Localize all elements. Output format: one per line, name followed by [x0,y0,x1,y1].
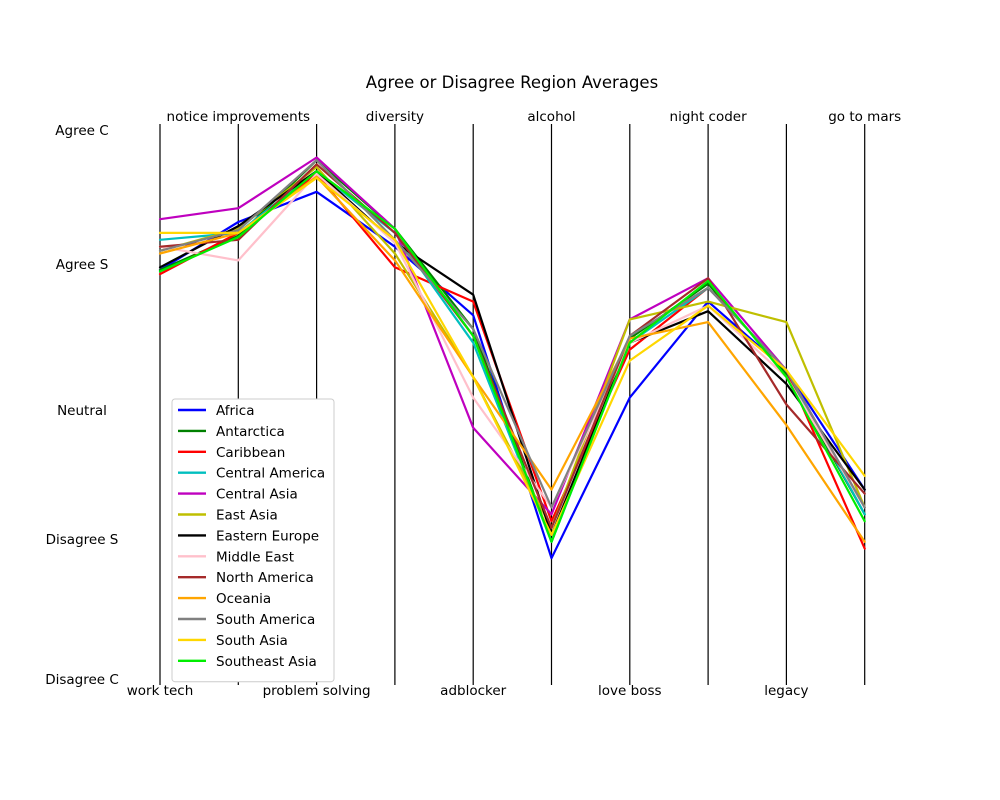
axis-label: adblocker [440,683,506,699]
legend: Africa Antarctica Caribbean Central America… [171,398,335,683]
y-level-label: Disagree S [46,532,119,548]
axis-label: legacy [764,683,808,699]
axis-label: work tech [127,683,194,699]
chart-title: Agree or Disagree Region Averages [366,73,658,92]
axis-label: night coder [670,109,748,125]
axis-label: go to mars [828,109,901,125]
legend-entry: Central America [216,466,325,482]
legend-frame [171,398,335,683]
axis-label: alcohol [527,109,575,125]
axis-label: notice improvements [167,109,311,125]
axis-label: love boss [598,683,662,699]
series-group [158,156,866,560]
legend-entry: Caribbean [216,445,285,461]
series-line-southeast-asia [158,170,866,543]
y-level-label: Agree C [55,123,108,139]
legend-entry: Africa [216,403,255,419]
legend-entry: Southeast Asia [216,654,317,670]
legend-entry: East Asia [216,508,278,524]
legend-entry: Central Asia [216,487,298,503]
legend-entry: Middle East [216,549,294,565]
y-level-labels: Disagree C Disagree S Neutral Agree S Agree … [45,123,119,688]
legend-entry: South Asia [216,633,288,649]
series-line-eastern-europe [158,170,866,537]
legend-entry: North America [216,570,314,586]
series-line-central-asia [158,156,866,516]
legend-entry: Antarctica [216,424,285,440]
legend-entry: Eastern Europe [216,528,319,544]
legend-entry: South America [216,612,315,628]
axis-label: diversity [366,109,424,125]
y-level-label: Agree S [56,257,109,273]
y-level-label: Disagree C [45,672,119,688]
y-level-label: Neutral [57,403,107,419]
axis-label: problem solving [263,683,371,699]
legend-entry: Oceania [216,591,271,607]
